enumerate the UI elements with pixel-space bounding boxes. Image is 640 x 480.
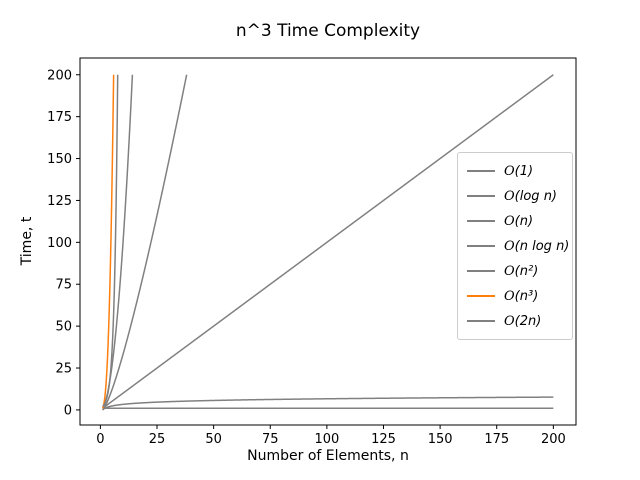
legend: O(1) O(log n) O(n) O(n log n) O(n²) O(n³) O(2n… bbox=[457, 152, 573, 340]
x-tick-label-175: 175 bbox=[484, 432, 509, 447]
chart-title: n^3 Time Complexity bbox=[235, 21, 421, 41]
legend-label: O(1) bbox=[504, 163, 534, 179]
x-tick-label-25: 25 bbox=[149, 432, 166, 447]
legend-line-swatch bbox=[467, 295, 495, 297]
legend-entry-cube: O(n³) bbox=[467, 285, 563, 307]
x-tick-label-50: 50 bbox=[205, 432, 222, 447]
legend-label: O(n) bbox=[504, 213, 534, 229]
legend-entry-square: O(n²) bbox=[467, 260, 563, 282]
legend-line-swatch bbox=[467, 220, 495, 222]
x-tick-label-125: 125 bbox=[371, 432, 396, 447]
series-line-cube bbox=[101, 74, 115, 409]
x-axis-label: Number of Elements, n bbox=[247, 448, 409, 464]
legend-line-swatch bbox=[467, 320, 495, 322]
y-tick-label-175: 175 bbox=[47, 110, 72, 125]
legend-label: O(2n) bbox=[504, 313, 542, 329]
legend-entry-linear: O(n) bbox=[467, 210, 563, 232]
legend-entry-nlog2n: O(n log n) bbox=[467, 235, 569, 257]
axes-spines bbox=[79, 57, 577, 426]
legend-entry-constant: O(1) bbox=[467, 160, 563, 182]
legend-line-swatch bbox=[467, 195, 495, 197]
x-tick-label-150: 150 bbox=[428, 432, 453, 447]
series-line-log2 bbox=[102, 396, 554, 411]
y-tick-label-0: 0 bbox=[64, 403, 72, 418]
legend-line-swatch bbox=[467, 245, 495, 247]
legend-label: O(n log n) bbox=[504, 238, 570, 254]
y-tick-label-25: 25 bbox=[55, 362, 72, 377]
y-tick-label-75: 75 bbox=[55, 278, 72, 293]
y-tick-label-100: 100 bbox=[47, 236, 72, 251]
y-tick-label-125: 125 bbox=[47, 194, 72, 209]
legend-line-swatch bbox=[467, 170, 495, 172]
legend-entry-log2: O(log n) bbox=[467, 185, 563, 207]
legend-line-swatch bbox=[467, 270, 495, 272]
x-tick-label-200: 200 bbox=[541, 432, 566, 447]
series-line-exp2 bbox=[102, 74, 119, 408]
series-line-nlog2n bbox=[102, 74, 188, 411]
series-line-linear bbox=[102, 74, 554, 409]
x-tick-label-75: 75 bbox=[262, 432, 279, 447]
x-tick-label-0: 0 bbox=[96, 432, 104, 447]
y-tick-label-50: 50 bbox=[55, 320, 72, 335]
legend-label: O(n²) bbox=[504, 263, 539, 279]
y-tick-label-150: 150 bbox=[47, 152, 72, 167]
legend-label: O(log n) bbox=[504, 188, 558, 204]
y-tick-label-200: 200 bbox=[47, 68, 72, 83]
x-tick-label-100: 100 bbox=[314, 432, 339, 447]
legend-label: O(n³) bbox=[504, 288, 539, 304]
legend-entry-exp2: O(2n) bbox=[467, 310, 563, 332]
y-axis-label: Time, t bbox=[19, 216, 35, 266]
